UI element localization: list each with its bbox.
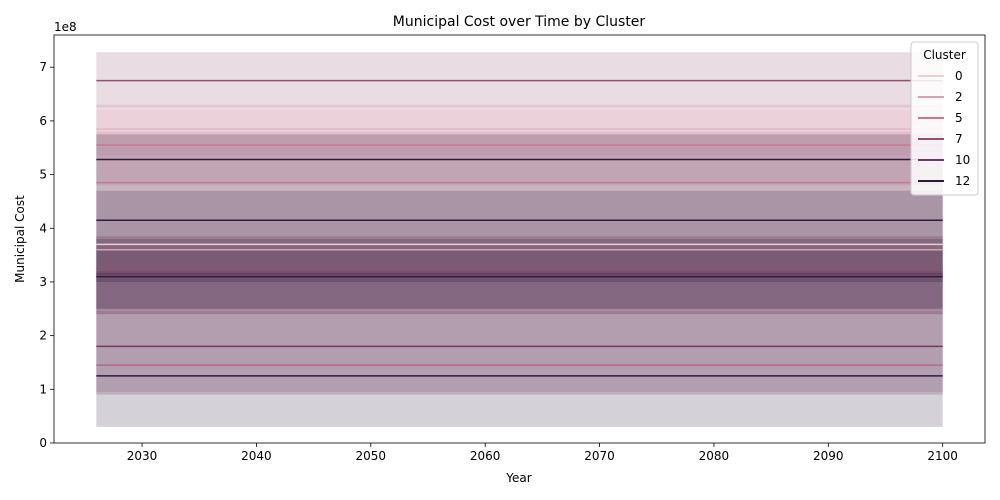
legend-label: 12 xyxy=(955,174,970,188)
legend-label: 10 xyxy=(955,153,970,167)
series-lines xyxy=(96,79,943,377)
y-tick-label: 1 xyxy=(39,382,47,396)
y-tick-label: 2 xyxy=(39,329,47,343)
x-axis-title: Year xyxy=(505,471,531,485)
series-band xyxy=(96,236,943,309)
series-band xyxy=(96,107,943,156)
y-tick-label: 5 xyxy=(39,168,47,182)
confidence-bands xyxy=(96,52,943,427)
y-tick-label: 7 xyxy=(39,60,47,74)
x-tick-label: 2090 xyxy=(813,449,844,463)
series-band xyxy=(96,311,943,392)
y-offset-label: 1e8 xyxy=(54,20,77,34)
series-band xyxy=(96,134,943,309)
y-tick-label: 3 xyxy=(39,275,47,289)
series-band xyxy=(96,249,943,315)
x-tick-label: 2040 xyxy=(241,449,272,463)
x-tick-label: 2070 xyxy=(584,449,615,463)
x-tick-label: 2080 xyxy=(699,449,730,463)
legend-label: 7 xyxy=(955,132,963,146)
series-band xyxy=(96,110,943,315)
legend-label: 0 xyxy=(955,69,963,83)
legend-box xyxy=(910,41,979,196)
x-axis-ticks: 2030 2040 2050 2060 2070 2080 2090 2100 xyxy=(127,443,958,463)
x-tick-label: 2030 xyxy=(127,449,158,463)
y-tick-label: 6 xyxy=(39,114,47,128)
y-tick-label: 4 xyxy=(39,221,47,235)
series-band xyxy=(96,52,943,108)
y-axis-ticks: 0 1 2 3 4 5 6 7 xyxy=(39,60,54,450)
series-band xyxy=(96,190,943,282)
legend: Cluster 0 2 5 7 10 12 xyxy=(910,41,979,196)
series-band xyxy=(96,239,943,325)
y-tick-label: 0 xyxy=(39,436,47,450)
x-tick-label: 2060 xyxy=(470,449,501,463)
legend-title: Cluster xyxy=(923,48,966,62)
x-tick-label: 2100 xyxy=(927,449,958,463)
x-tick-label: 2050 xyxy=(356,449,387,463)
series-band xyxy=(96,271,943,395)
y-axis-title: Municipal Cost xyxy=(13,195,27,283)
legend-label: 5 xyxy=(955,111,963,125)
chart-title: Municipal Cost over Time by Cluster xyxy=(393,14,646,30)
plot-frame xyxy=(53,34,986,444)
legend-label: 2 xyxy=(955,90,963,104)
series-band xyxy=(96,131,943,282)
